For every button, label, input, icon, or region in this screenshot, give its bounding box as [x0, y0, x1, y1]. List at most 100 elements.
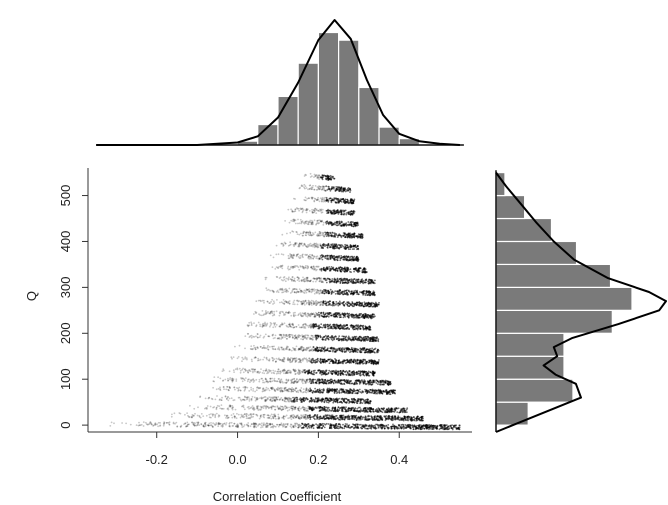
scatter-point — [357, 370, 360, 373]
scatter-point — [326, 255, 329, 257]
scatter-point — [278, 314, 281, 317]
scatter-point — [326, 244, 329, 247]
scatter-point — [270, 311, 272, 313]
scatter-point — [330, 176, 332, 179]
scatter-point — [319, 300, 322, 303]
scatter-point — [304, 209, 307, 212]
scatter-point — [343, 328, 346, 330]
scatter-point — [308, 289, 310, 292]
scatter-point — [307, 220, 310, 223]
scatter-point — [308, 304, 311, 306]
scatter-point — [305, 301, 308, 304]
scatter-point — [322, 185, 324, 188]
scatter-point — [302, 221, 305, 224]
scatter-point — [358, 388, 361, 391]
scatter-point — [302, 302, 304, 305]
scatter-point — [288, 334, 290, 336]
scatter-point — [297, 276, 300, 279]
scatter-point — [362, 268, 365, 271]
scatter-point — [326, 258, 329, 261]
scatter-point — [352, 225, 355, 228]
scatter-point — [318, 313, 320, 316]
scatter-point — [296, 253, 299, 256]
scatter-point — [372, 316, 375, 319]
scatter-point — [363, 370, 366, 373]
scatter-point — [369, 350, 371, 352]
scatter-point — [299, 335, 302, 337]
scatter-point — [306, 208, 309, 211]
scatter-point — [341, 290, 344, 293]
scatter-point — [353, 234, 356, 236]
scatter-point — [285, 300, 288, 303]
scatter-point — [293, 291, 296, 294]
scatter-point — [304, 325, 306, 328]
scatter-point — [323, 336, 326, 338]
scatter-point — [275, 275, 278, 278]
scatter-point — [317, 176, 320, 179]
scatter-point — [342, 282, 345, 284]
scatter-point — [281, 288, 284, 291]
scatter-point — [299, 256, 302, 259]
scatter-point — [311, 234, 314, 236]
scatter-point — [316, 313, 318, 315]
scatter-point — [274, 360, 277, 363]
scatter-point — [341, 383, 344, 385]
scatter-point — [306, 276, 309, 279]
scatter-point — [328, 381, 330, 384]
scatter-point — [334, 358, 336, 360]
scatter-point — [295, 357, 298, 360]
scatter-point — [300, 266, 302, 268]
scatter-point — [313, 255, 316, 258]
scatter-point — [346, 292, 348, 295]
scatter-point — [294, 360, 297, 363]
scatter-point — [291, 334, 294, 337]
scatter-point — [334, 313, 337, 316]
scatter-point — [308, 370, 310, 373]
scatter-point — [313, 290, 315, 292]
scatter-point — [340, 371, 343, 374]
scatter-point — [342, 290, 345, 293]
scatter-point — [335, 201, 338, 204]
scatter-point — [329, 189, 332, 192]
scatter-point — [353, 292, 356, 295]
scatter-point — [331, 291, 334, 293]
scatter-point — [348, 328, 350, 330]
scatter-point — [307, 378, 309, 381]
scatter-point — [273, 310, 276, 313]
scatter-point — [375, 302, 378, 305]
scatter-point — [277, 267, 280, 270]
scatter-point — [266, 372, 268, 375]
scatter-point — [314, 244, 317, 247]
scatter-point — [295, 265, 297, 267]
scatter-point — [302, 323, 305, 326]
top-hist-bar — [317, 31, 340, 146]
scatter-point — [351, 314, 353, 317]
scatter-point — [311, 243, 314, 246]
scatter-point — [365, 351, 367, 353]
scatter-point — [305, 288, 308, 291]
scatter-point — [305, 266, 307, 269]
scatter-point — [347, 221, 350, 223]
scatter-point — [316, 188, 319, 191]
scatter-point — [265, 380, 267, 383]
scatter-point — [305, 357, 308, 360]
scatter-point — [349, 199, 352, 202]
scatter-point — [349, 391, 351, 393]
scatter-point — [310, 370, 313, 373]
scatter-point — [350, 379, 352, 382]
scatter-point — [277, 358, 280, 361]
scatter-point — [334, 268, 336, 271]
scatter-point — [324, 325, 327, 328]
scatter-point — [271, 314, 274, 317]
scatter-point — [336, 348, 339, 350]
scatter-point — [323, 382, 326, 384]
scatter-point — [277, 346, 280, 349]
scatter-point — [286, 325, 289, 328]
scatter-point — [344, 232, 346, 235]
scatter-point — [330, 199, 333, 202]
scatter-point — [278, 277, 281, 280]
scatter-point — [275, 253, 278, 256]
scatter-point — [358, 336, 360, 339]
scatter-point — [293, 265, 296, 267]
